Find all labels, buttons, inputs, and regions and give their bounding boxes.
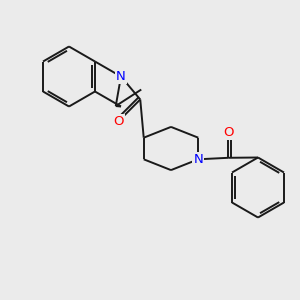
Text: O: O	[113, 115, 124, 128]
Text: N: N	[116, 70, 126, 83]
Text: N: N	[194, 153, 203, 166]
Text: O: O	[223, 126, 233, 139]
